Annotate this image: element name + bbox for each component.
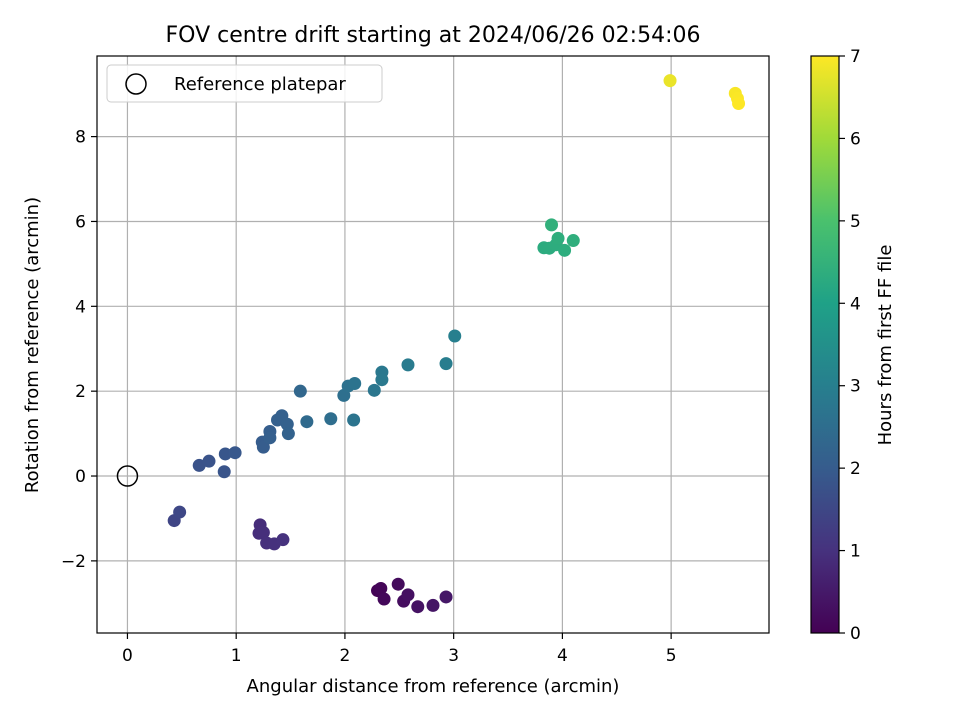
colorbar-tick-label: 3	[850, 377, 861, 397]
data-point	[228, 446, 242, 460]
data-point	[375, 373, 389, 387]
x-tick-label: 3	[448, 646, 459, 666]
legend-box	[106, 64, 383, 103]
y-tick-label: 2	[75, 382, 86, 402]
colorbar-label: Hours from first FF file	[875, 245, 896, 446]
colorbar-gradient	[811, 56, 839, 633]
plot-frame	[96, 55, 770, 634]
data-point	[202, 454, 216, 468]
data-point	[426, 598, 440, 612]
data-point	[732, 97, 746, 111]
x-tick-label: 2	[340, 646, 351, 666]
colorbar: 0 1 2 3 4 5 6 7 Hours from first FF file	[810, 47, 896, 644]
data-point	[374, 581, 388, 595]
data-point	[347, 413, 361, 427]
colorbar-frame	[810, 55, 840, 634]
x-axis-label: Angular distance from reference (arcmin)	[247, 676, 620, 697]
data-point	[293, 384, 307, 398]
grid-lines	[97, 56, 769, 633]
x-tick-label: 4	[557, 646, 568, 666]
data-point	[324, 412, 338, 426]
colorbar-ticks: 0 1 2 3 4 5 6 7	[839, 47, 861, 644]
y-axis-label: Rotation from reference (arcmin)	[22, 197, 43, 493]
data-point	[173, 505, 187, 519]
colorbar-tick-label: 5	[850, 212, 861, 232]
legend-entry: Reference platepar	[174, 74, 346, 95]
data-point	[281, 427, 295, 441]
colorbar-tick-label: 2	[850, 459, 861, 479]
x-tick-label: 1	[231, 646, 242, 666]
y-tick-label: −2	[61, 552, 86, 572]
data-point	[256, 440, 270, 454]
data-point	[391, 577, 405, 591]
data-point	[377, 592, 391, 606]
data-point	[192, 458, 206, 472]
data-point	[256, 525, 270, 539]
data-point	[566, 234, 580, 248]
y-tick-label: 8	[75, 128, 86, 148]
y-tick-label: 4	[75, 297, 86, 317]
data-point	[300, 415, 314, 429]
x-tick-label: 5	[666, 646, 677, 666]
data-point	[545, 218, 559, 232]
colorbar-tick-label: 1	[850, 542, 861, 562]
y-tick-label: 0	[75, 467, 86, 487]
reference-point-marker	[116, 465, 139, 487]
y-tick-label: 6	[75, 212, 86, 232]
data-point	[367, 383, 381, 397]
colorbar-tick-label: 7	[850, 47, 861, 67]
data-point	[663, 74, 677, 88]
colorbar-tick-label: 0	[850, 624, 861, 644]
data-point	[439, 590, 453, 604]
data-point	[276, 533, 290, 547]
data-point	[218, 447, 232, 461]
data-point	[401, 588, 415, 602]
data-point	[558, 243, 572, 257]
x-tick-label: 0	[122, 646, 133, 666]
data-point	[439, 357, 453, 371]
data-point	[411, 600, 425, 614]
data-point	[348, 377, 362, 391]
data-points	[167, 74, 746, 614]
data-point	[401, 358, 415, 372]
x-axis-ticks: 0 1 2 3 4 5	[122, 633, 677, 666]
data-point	[448, 329, 462, 343]
data-point	[217, 465, 231, 479]
y-axis-ticks: −2 0 2 4 6 8	[61, 128, 97, 572]
data-point	[263, 431, 277, 445]
chart-title: FOV centre drift starting at 2024/06/26 …	[166, 23, 701, 48]
data-point	[551, 231, 565, 245]
legend: Reference platepar	[106, 64, 383, 103]
legend-marker	[125, 73, 147, 95]
colorbar-tick-label: 4	[850, 294, 861, 314]
colorbar-tick-label: 6	[850, 129, 861, 149]
